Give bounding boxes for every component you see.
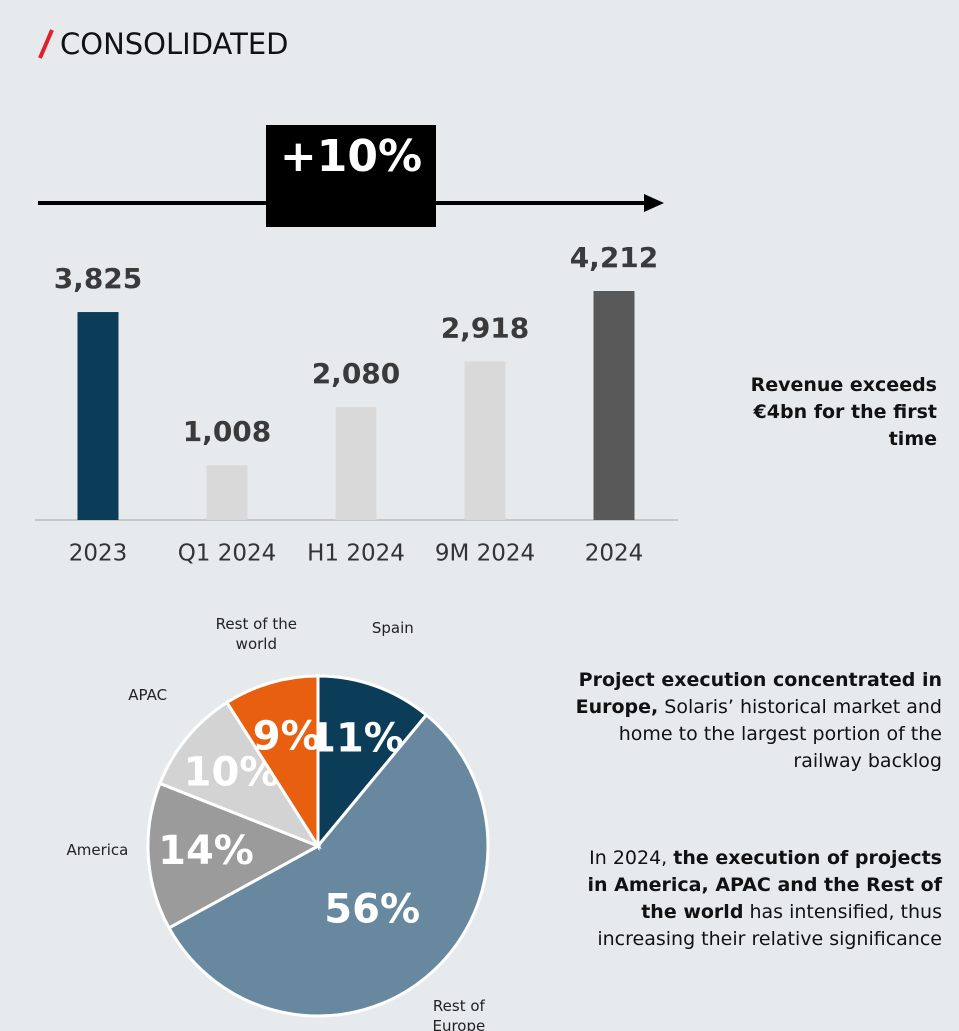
growth-label: +10% (280, 131, 422, 182)
bar (464, 361, 506, 520)
title-slash (38, 29, 54, 59)
bar (335, 406, 377, 520)
pie-slice (166, 712, 490, 1018)
note-text: Solaris’ historical market and home to t… (618, 696, 942, 772)
pie-slice (224, 674, 320, 852)
value-label: 1,008 (183, 415, 272, 448)
category-label: America (66, 840, 129, 859)
value-label: 2,918 (441, 311, 530, 344)
growth-box (266, 125, 436, 227)
note: Project execution concentrated in Europe… (567, 667, 942, 775)
note: Revenue exceeds €4bn for the first time (707, 372, 937, 453)
note-text: Project execution concentrated in Europe… (575, 669, 942, 718)
note-text: In 2024, (589, 847, 674, 869)
category-label: 2023 (69, 541, 128, 567)
pie-slice (157, 700, 322, 850)
category-label: H1 2024 (307, 541, 405, 567)
value-label: 4,212 (570, 241, 659, 274)
percent-label: 56% (324, 886, 420, 932)
value-label: 2,080 (312, 357, 401, 390)
note-text: the execution of projects in America, AP… (587, 847, 942, 923)
category-label: 9M 2024 (435, 541, 535, 567)
bar (77, 312, 119, 520)
title: CONSOLIDATED (60, 27, 289, 61)
category-label: Rest of the world (215, 614, 297, 653)
value-label: 3,825 (54, 262, 143, 295)
note-text: has intensified, thus increasing their r… (597, 901, 942, 950)
percent-label: 14% (158, 828, 254, 874)
bar (206, 465, 248, 520)
note: In 2024, the execution of projects in Am… (567, 845, 942, 953)
percent-label: 11% (308, 715, 404, 761)
note-text: Revenue exceeds €4bn for the first time (750, 374, 937, 450)
bar (593, 291, 635, 520)
category-label: Q1 2024 (178, 541, 277, 567)
category-label: 2024 (585, 541, 644, 567)
pie-slice (316, 674, 429, 851)
category-label: Rest of Europe (432, 997, 486, 1031)
arrow-head (644, 194, 664, 212)
category-label: Spain (371, 619, 414, 638)
percent-label: 9% (253, 713, 321, 759)
category-label: APAC (128, 686, 168, 705)
pie-slice (146, 781, 322, 930)
